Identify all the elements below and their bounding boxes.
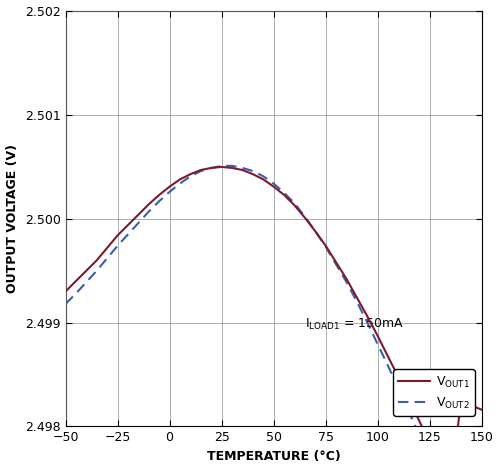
Y-axis label: OUTPUT VOLTAGE (V): OUTPUT VOLTAGE (V) bbox=[6, 144, 20, 293]
X-axis label: TEMPERATURE (°C): TEMPERATURE (°C) bbox=[207, 450, 340, 463]
Text: I$_\mathregular{LOAD1}$ = 150mA: I$_\mathregular{LOAD1}$ = 150mA bbox=[305, 317, 404, 332]
Legend: V$_\mathregular{OUT1}$, V$_\mathregular{OUT2}$: V$_\mathregular{OUT1}$, V$_\mathregular{… bbox=[394, 370, 474, 416]
